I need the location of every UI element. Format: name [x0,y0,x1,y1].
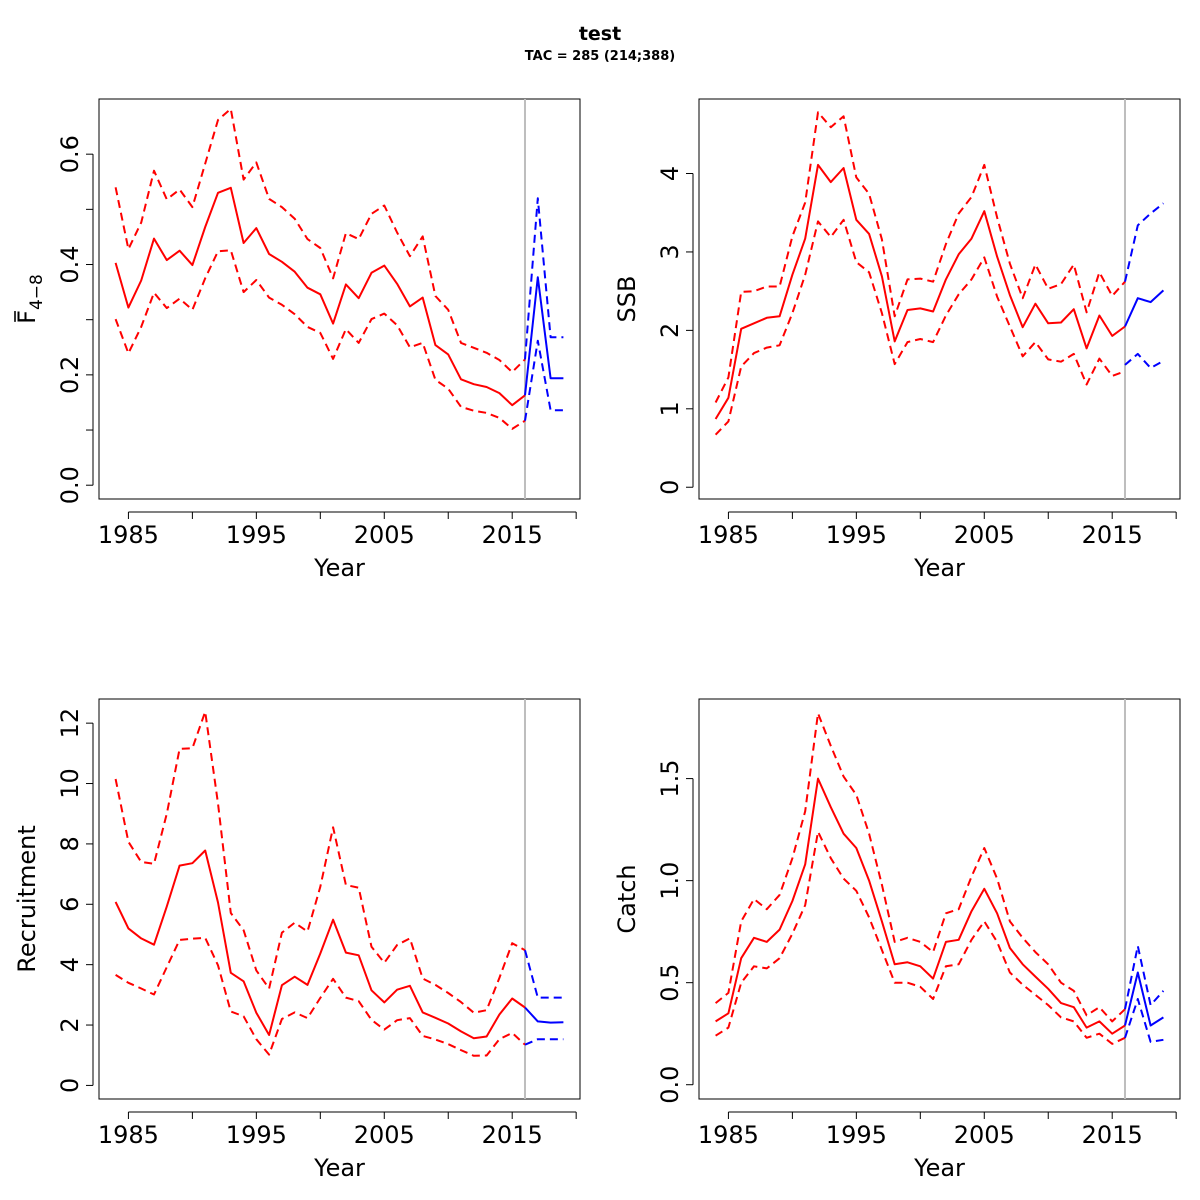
forecast-line-estimate [1124,289,1165,327]
plot-frame [698,698,1181,1100]
x-axis-label: Year [913,554,965,582]
series-line-lower [714,218,1126,436]
y-axis: 0.0 0.2 0.4 0.6 [56,135,94,504]
forecast-line-lower [1124,998,1164,1043]
x-tick-label: 2005 [954,1121,1015,1149]
y-tick-label: 12 [56,708,84,739]
forecast-line-lower [524,1038,564,1046]
x-axis-label: Year [913,1154,965,1182]
series-line-upper [714,111,1126,403]
plot-frame [98,98,581,500]
figure-title: test [579,23,621,45]
x-tick-label: 2005 [354,1121,415,1149]
y-axis-label-main: F [13,310,41,324]
x-tick-label: 1995 [826,1121,887,1149]
y-axis: 0.0 0.5 1.0 1.5 [656,760,694,1104]
forecast-line-estimate [1124,971,1164,1027]
x-tick-label: 1985 [698,1121,759,1149]
x-tick-label: 1985 [98,1121,159,1149]
x-axis: 1985 1995 2005 2015 [698,1111,1177,1149]
series-line-lower [114,249,526,430]
panel-f: 1985 1995 2005 2015 0.0 0.2 0.4 0.6 Year F4−8 [13,98,581,582]
series-line-estimate [114,186,526,407]
y-tick-label: 0.6 [56,135,84,173]
y-tick-label: 0 [56,1078,84,1093]
panel-recruitment: 1985 1995 2005 2015 0 2 4 6 8 10 12 Year Recruitment [13,698,581,1182]
y-tick-label: 4 [56,957,84,972]
y-tick-label: 4 [656,166,684,181]
panel-catch: 1985 1995 2005 2015 0.0 0.5 1.0 1.5 Year Catch [613,698,1181,1182]
y-tick-label: 8 [56,836,84,851]
series-line-upper [114,107,526,374]
forecast-line-upper [1124,202,1165,282]
y-tick-label: 0.0 [56,466,84,504]
y-axis-label: F4−8 [13,274,47,324]
x-axis-label: Year [313,554,365,582]
series-line-estimate [114,849,526,1040]
x-axis-label: Year [313,1154,365,1182]
y-axis-label: Catch [613,864,641,933]
x-tick-label: 2005 [354,521,415,549]
y-axis-label-subscript: 4−8 [27,274,47,310]
series-line-lower [115,936,526,1057]
y-axis: 0 1 2 3 4 [656,166,694,495]
x-tick-label: 2005 [954,521,1015,549]
y-tick-label: 0.4 [56,245,84,283]
series-line-upper [714,712,1126,1023]
x-tick-label: 1985 [98,521,159,549]
x-axis: 1985 1995 2005 2015 [698,511,1177,549]
plot-frame [98,698,581,1100]
forecast-line-upper [524,949,564,999]
x-tick-label: 1995 [226,1121,287,1149]
series-line-lower [715,830,1126,1045]
forecast-line-lower [1124,352,1164,369]
y-tick-label: 1.0 [656,862,684,900]
x-axis: 1985 1995 2005 2015 [98,1111,577,1149]
y-tick-label: 2 [56,1017,84,1032]
figure-subtitle: TAC = 285 (214;388) [525,49,675,64]
series-line-upper [114,710,526,1014]
y-tick-label: 0.0 [656,1066,684,1104]
y-tick-label: 0.5 [656,964,684,1002]
forecast-line-upper [1124,944,1165,1010]
x-tick-label: 2015 [482,521,543,549]
x-axis: 1985 1995 2005 2015 [98,511,577,549]
forecast-line-estimate [524,1006,564,1024]
panel-ssb: 1985 1995 2005 2015 0 1 2 3 4 Year SSB [613,98,1181,582]
y-tick-label: 0 [656,480,684,495]
y-tick-label: 10 [56,768,84,799]
x-tick-label: 1995 [226,521,287,549]
y-tick-label: 1 [656,401,684,416]
x-tick-label: 1985 [698,521,759,549]
x-tick-label: 1995 [826,521,887,549]
plot-frame [698,98,1181,500]
x-tick-label: 2015 [1082,1121,1143,1149]
y-tick-label: 1.5 [656,760,684,798]
y-tick-label: 6 [56,897,84,912]
y-tick-label: 3 [656,244,684,259]
y-axis: 0 2 4 6 8 10 12 [56,708,94,1093]
y-tick-label: 0.2 [56,356,84,394]
y-axis-label: Recruitment [13,825,41,972]
forecast-line-lower [524,339,564,421]
forecast-line-estimate [524,276,564,396]
x-tick-label: 2015 [1082,521,1143,549]
series-line-estimate [714,163,1126,420]
x-tick-label: 2015 [482,1121,543,1149]
y-axis-label: SSB [613,276,641,323]
forecast-line-upper [524,197,564,360]
y-tick-label: 2 [656,323,684,338]
panels: 1985 1995 2005 20150.00.20.40.6YearF4−81985… [13,98,1181,1182]
series-line-estimate [715,777,1126,1035]
